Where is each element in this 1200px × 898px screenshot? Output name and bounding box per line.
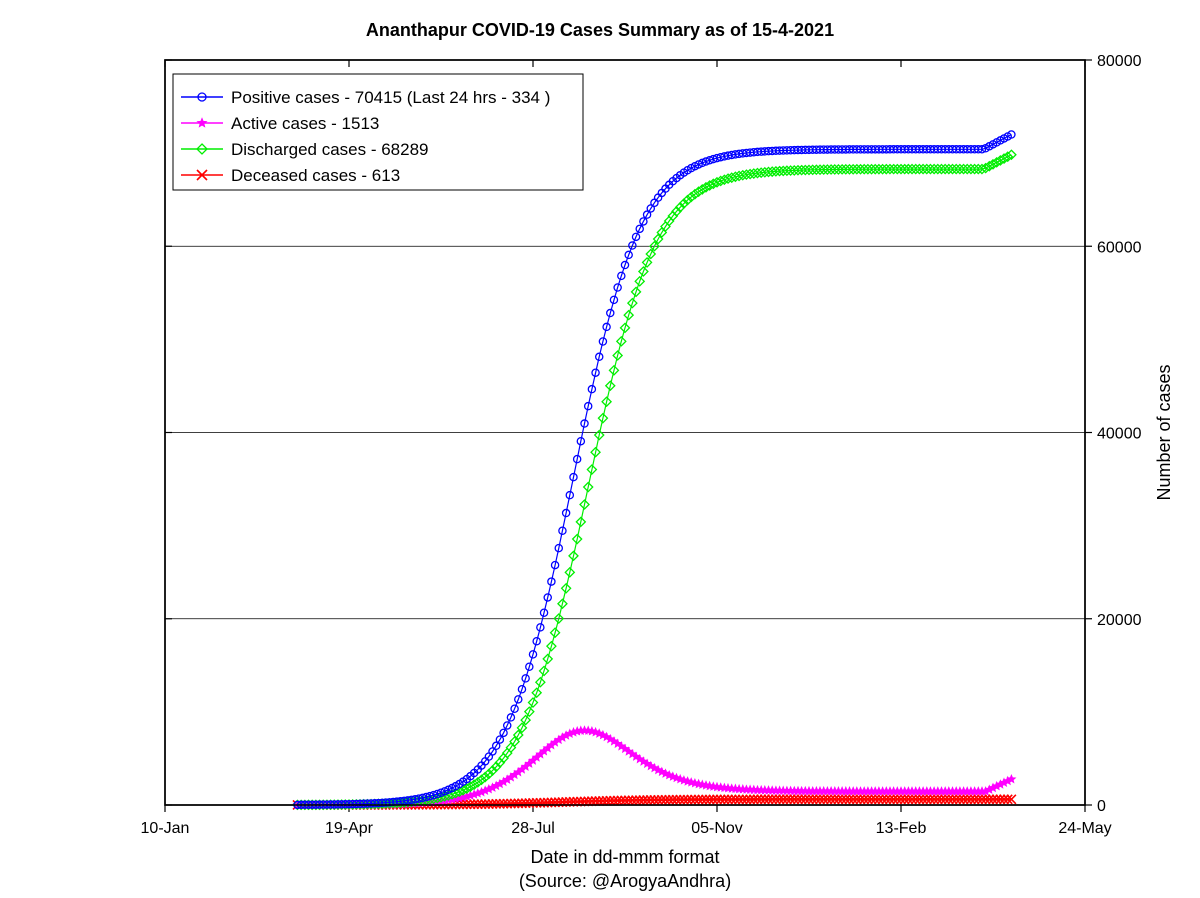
chart-title: Ananthapur COVID-19 Cases Summary as of …	[366, 20, 834, 40]
y-axis-label: Number of cases	[1154, 364, 1174, 500]
x-axis-label: Date in dd-mmm format	[530, 847, 719, 867]
y-tick-label: 60000	[1097, 239, 1142, 256]
y-tick-label: 40000	[1097, 426, 1142, 443]
x-tick-label: 10-Jan	[141, 820, 190, 837]
y-tick-label: 80000	[1097, 53, 1142, 70]
legend-label-deceased: Deceased cases - 613	[231, 166, 400, 185]
legend-label-discharged: Discharged cases - 68289	[231, 140, 429, 159]
legend-label-positive: Positive cases - 70415 (Last 24 hrs - 33…	[231, 88, 550, 107]
x-axis-source: (Source: @ArogyaAndhra)	[519, 871, 731, 891]
legend: Positive cases - 70415 (Last 24 hrs - 33…	[173, 74, 583, 190]
x-tick-label: 19-Apr	[325, 820, 374, 837]
x-tick-label: 05-Nov	[691, 820, 743, 837]
x-tick-label: 13-Feb	[876, 820, 927, 837]
x-tick-label: 24-May	[1058, 820, 1111, 837]
chart-container: 10-Jan 19-Apr 28-Jul 05-Nov 13-Feb 24-May 0 200…	[0, 0, 1200, 898]
y-tick-label: 20000	[1097, 612, 1142, 629]
x-tick-label: 28-Jul	[511, 820, 555, 837]
y-tick-label: 0	[1097, 798, 1106, 815]
chart-svg: 10-Jan 19-Apr 28-Jul 05-Nov 13-Feb 24-May 0 200…	[0, 0, 1200, 898]
legend-label-active: Active cases - 1513	[231, 114, 379, 133]
